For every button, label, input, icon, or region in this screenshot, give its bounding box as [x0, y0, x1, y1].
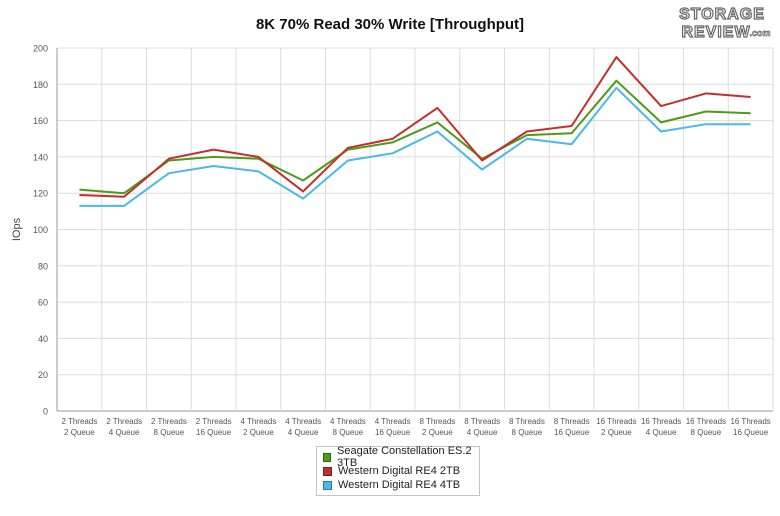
- series-line-0: [79, 79, 751, 195]
- logo-line1: STORAGE: [679, 6, 765, 23]
- x-tick-label: 4 Queue: [467, 428, 498, 437]
- series-line-2: [79, 86, 751, 207]
- y-tick-label: 200: [33, 44, 48, 54]
- x-tick-label: 4 Threads: [375, 417, 411, 426]
- x-tick-label: 16 Queue: [554, 428, 590, 437]
- x-tick-label: 8 Threads: [509, 417, 545, 426]
- x-tick-label: 16 Threads: [686, 417, 726, 426]
- x-tick-label: 2 Threads: [61, 417, 97, 426]
- x-tick-label: 2 Threads: [106, 417, 142, 426]
- x-tick-label: 8 Queue: [512, 428, 543, 437]
- storagereview-logo: STORAGE REVIEW .com: [678, 5, 770, 41]
- x-tick-label: 4 Threads: [285, 417, 321, 426]
- series-line-1: [79, 56, 751, 198]
- x-tick-label: 8 Threads: [464, 417, 500, 426]
- y-tick-label: 180: [33, 80, 48, 90]
- y-axis-title: IOps: [11, 217, 23, 241]
- y-tick-label: 100: [33, 225, 48, 235]
- y-tick-label: 60: [38, 298, 48, 308]
- x-tick-label: 16 Queue: [733, 428, 769, 437]
- legend-label-wd-2tb: Western Digital RE4 2TB: [338, 465, 461, 477]
- x-tick-label: 8 Threads: [419, 417, 455, 426]
- x-tick-label: 2 Threads: [151, 417, 187, 426]
- x-tick-label: 4 Threads: [240, 417, 276, 426]
- x-tick-label: 2 Threads: [196, 417, 232, 426]
- legend-swatch-seagate: [323, 452, 332, 462]
- legend: Seagate Constellation ES.2 3TB Western D…: [316, 445, 480, 496]
- x-tick-label: 8 Threads: [554, 417, 590, 426]
- chart-title: 8K 70% Read 30% Write [Throughput]: [255, 16, 525, 33]
- x-tick-label: 16 Threads: [641, 417, 681, 426]
- legend-swatch-wd-2tb: [323, 466, 332, 476]
- x-tick-label: 16 Queue: [375, 428, 411, 437]
- x-tick-label: 8 Queue: [333, 428, 364, 437]
- y-tick-label: 140: [33, 152, 48, 162]
- x-tick-label: 4 Queue: [646, 428, 677, 437]
- y-tick-label: 20: [38, 370, 48, 380]
- x-tick-label: 16 Threads: [596, 417, 636, 426]
- x-tick-label: 4 Queue: [109, 428, 140, 437]
- x-tick-label: 16 Threads: [730, 417, 770, 426]
- y-tick-label: 160: [33, 116, 48, 126]
- x-tick-label: 2 Queue: [422, 428, 453, 437]
- legend-swatch-wd-4tb: [323, 480, 332, 490]
- x-tick-label: 4 Queue: [288, 428, 319, 437]
- y-tick-label: 40: [38, 334, 48, 344]
- y-tick-label: 120: [33, 189, 48, 199]
- legend-item-wd-2tb: Western Digital RE4 2TB: [323, 464, 473, 478]
- x-tick-label: 8 Queue: [154, 428, 185, 437]
- y-tick-label: 80: [38, 261, 48, 271]
- legend-label-seagate: Seagate Constellation ES.2 3TB: [337, 445, 472, 469]
- y-tick-label: 0: [43, 407, 48, 417]
- logo-line2: REVIEW: [681, 24, 750, 41]
- x-tick-label: 8 Queue: [691, 428, 722, 437]
- legend-label-wd-4tb: Western Digital RE4 4TB: [338, 479, 461, 491]
- logo-suffix: .com: [749, 28, 770, 38]
- legend-item-wd-4tb: Western Digital RE4 4TB: [323, 478, 473, 492]
- x-tick-label: 2 Queue: [601, 428, 632, 437]
- x-tick-label: 2 Queue: [243, 428, 274, 437]
- x-tick-label: 4 Threads: [330, 417, 366, 426]
- x-tick-label: 16 Queue: [196, 428, 232, 437]
- x-tick-label: 2 Queue: [64, 428, 95, 437]
- legend-item-seagate: Seagate Constellation ES.2 3TB: [323, 445, 473, 469]
